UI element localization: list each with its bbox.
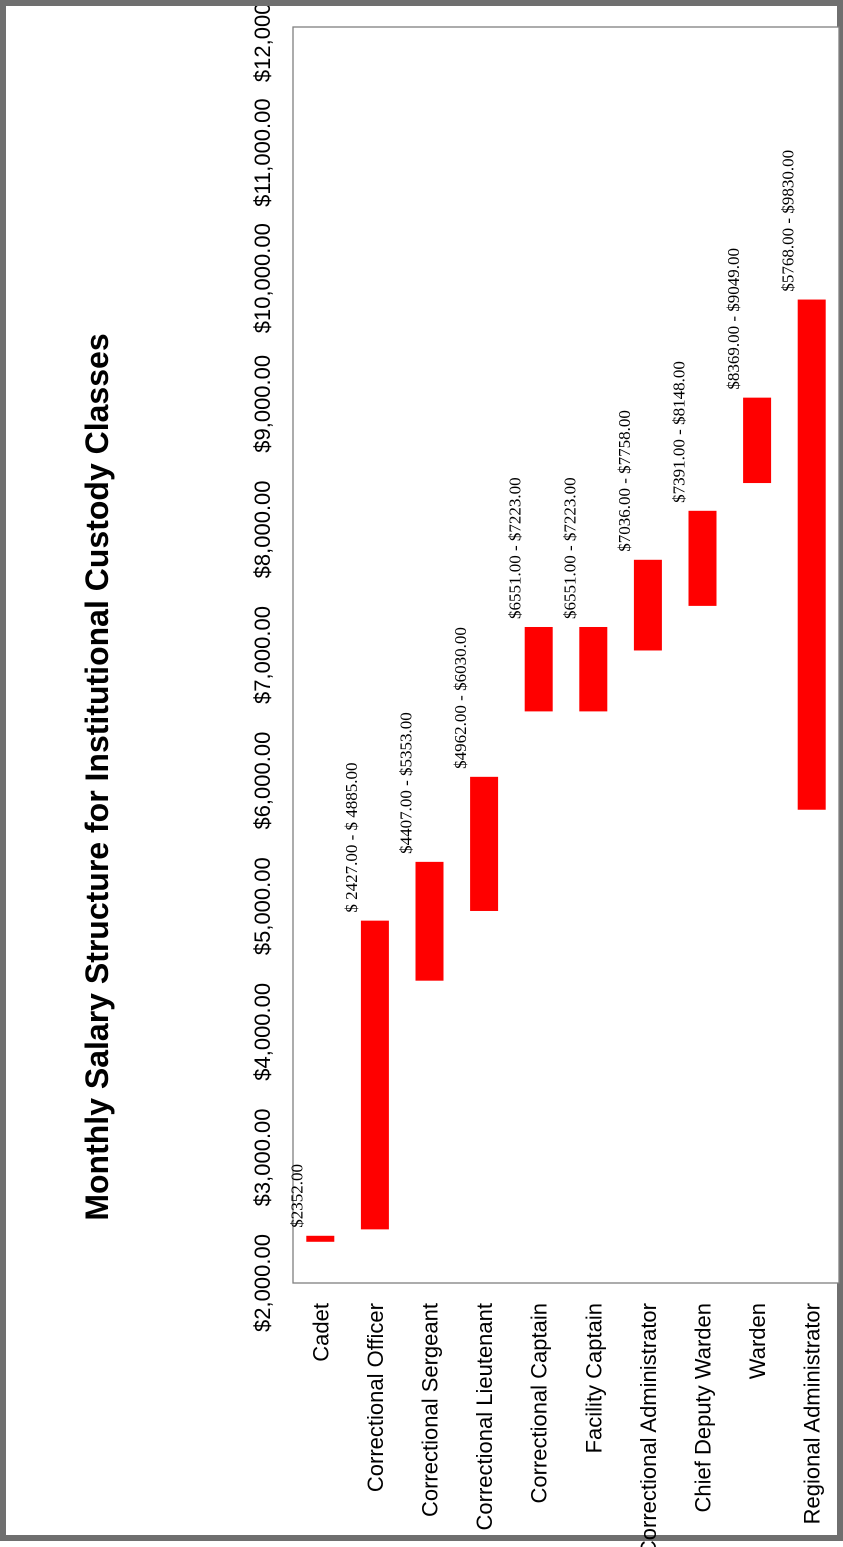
- tick-label: $12,000.00: [250, 6, 275, 82]
- data-label: $8369.00 - $9049.00: [724, 248, 743, 390]
- category-label: Correctional Sergeant: [418, 1303, 443, 1517]
- range-bar: [579, 626, 608, 712]
- category-labels: Cadet Correctional Officer Correctional Se…: [308, 1303, 824, 1547]
- category-label: Correctional Administrator: [636, 1303, 661, 1547]
- tick-label: $7,000.00: [250, 606, 275, 704]
- tick-label: $3,000.00: [250, 1108, 275, 1206]
- range-bar: [524, 626, 553, 712]
- tick-label: $8,000.00: [250, 480, 275, 578]
- category-label: Correctional Officer: [363, 1303, 388, 1492]
- category-label: Correctional Captain: [527, 1303, 552, 1504]
- range-bars: [306, 299, 826, 1242]
- category-label: Warden: [745, 1303, 770, 1379]
- range-bar: [360, 920, 389, 1230]
- range-bar: [797, 299, 826, 810]
- data-label: $7036.00 - $7758.00: [615, 410, 634, 552]
- tick-label: $5,000.00: [250, 857, 275, 955]
- category-label: Regional Administrator: [800, 1303, 825, 1524]
- data-labels: $2352.00 $ 2427.00 - $ 4885.00 $4407.00 - …: [287, 150, 797, 1228]
- chart-title: Monthly Salary Structure for Institution…: [79, 333, 115, 1220]
- tick-label: $11,000.00: [250, 98, 275, 206]
- data-label: $7391.00 - $8148.00: [670, 361, 689, 503]
- tick-label: $4,000.00: [250, 983, 275, 1081]
- tick-labels: $2,000.00 $3,000.00 $4,000.00 $5,000.00 $6,0…: [250, 6, 275, 1332]
- range-bar: [688, 510, 717, 606]
- range-bar: [743, 397, 772, 484]
- category-label: Facility Captain: [581, 1303, 606, 1453]
- range-bar: [633, 559, 662, 651]
- rotated-chart-canvas: Monthly Salary Structure for Institution…: [6, 6, 843, 1547]
- tick-label: $10,000.00: [250, 223, 275, 333]
- tick-label: $6,000.00: [250, 732, 275, 830]
- range-bar: [306, 1235, 335, 1242]
- category-label: Chief Deputy Warden: [691, 1303, 716, 1513]
- category-label: Cadet: [308, 1303, 333, 1362]
- range-bar: [470, 776, 499, 911]
- data-label: $6551.00 - $7223.00: [506, 477, 525, 619]
- category-label: Correctional Lieutenant: [472, 1303, 497, 1530]
- data-label: $6551.00 - $7223.00: [560, 477, 579, 619]
- data-label: $4407.00 - $5353.00: [397, 712, 416, 854]
- data-label: $2352.00: [287, 1164, 306, 1228]
- data-label: $5768.00 - $9830.00: [779, 150, 798, 292]
- data-label: $ 2427.00 - $ 4885.00: [342, 762, 361, 912]
- tick-label: $2,000.00: [250, 1234, 275, 1332]
- range-bar: [415, 861, 444, 981]
- tick-label: $9,000.00: [250, 355, 275, 453]
- data-label: $4962.00 - $6030.00: [451, 627, 470, 769]
- salary-chart: Monthly Salary Structure for Institution…: [79, 6, 840, 1547]
